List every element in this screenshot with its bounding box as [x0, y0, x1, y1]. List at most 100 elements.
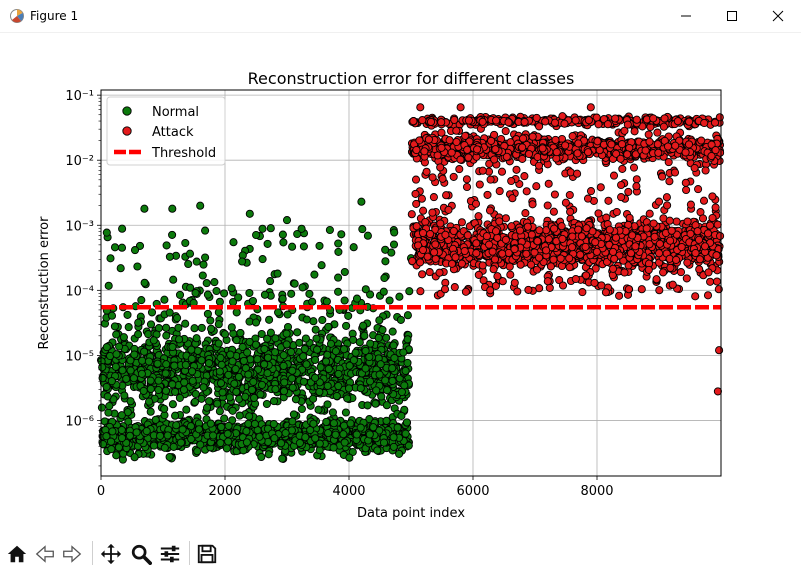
attack-point	[527, 260, 536, 269]
attack-point	[701, 166, 710, 175]
normal-point	[162, 241, 171, 250]
normal-point	[390, 228, 399, 237]
normal-point	[210, 278, 219, 287]
normal-point	[383, 386, 392, 395]
normal-point	[264, 450, 273, 459]
attack-point	[630, 127, 639, 136]
normal-point	[365, 352, 374, 362]
attack-point	[699, 196, 709, 205]
normal-point	[349, 335, 358, 344]
normal-point	[117, 433, 127, 443]
normal-point	[117, 425, 126, 435]
normal-point	[339, 345, 349, 354]
normal-point	[216, 379, 226, 388]
normal-point	[204, 359, 214, 368]
normal-point	[263, 369, 272, 378]
normal-point	[146, 320, 156, 329]
normal-point	[119, 333, 128, 342]
normal-point	[363, 231, 372, 240]
normal-point	[314, 405, 323, 414]
normal-point	[389, 341, 398, 350]
normal-point	[374, 333, 383, 342]
attack-point	[682, 274, 691, 283]
normal-point	[295, 438, 304, 448]
normal-point	[263, 437, 273, 446]
normal-point	[340, 267, 349, 277]
attack-point	[428, 173, 437, 182]
attack-point	[655, 286, 664, 295]
normal-point	[117, 243, 127, 252]
attack-point	[686, 200, 695, 209]
normal-point	[206, 419, 215, 428]
maximize-button[interactable]	[709, 0, 755, 32]
attack-point	[682, 185, 691, 195]
normal-point	[373, 446, 382, 455]
normal-point	[225, 393, 234, 402]
attack-point	[694, 185, 703, 194]
attack-point	[442, 191, 451, 200]
normal-point	[168, 400, 177, 409]
normal-point	[385, 296, 394, 305]
normal-point	[279, 238, 288, 247]
normal-point	[299, 352, 308, 361]
attack-point	[486, 175, 495, 184]
attack-point	[706, 277, 715, 286]
normal-point	[126, 397, 135, 406]
attack-point	[604, 196, 613, 205]
normal-point	[322, 417, 331, 426]
normal-point	[257, 452, 266, 462]
normal-point	[199, 260, 208, 269]
normal-point	[106, 254, 115, 263]
attack-point	[691, 292, 700, 301]
normal-point	[334, 381, 343, 391]
normal-point	[171, 411, 180, 420]
normal-point	[178, 425, 187, 434]
minimize-button[interactable]	[663, 0, 709, 32]
normal-point	[281, 428, 290, 438]
normal-point	[110, 322, 119, 331]
normal-point	[228, 406, 237, 415]
normal-point	[192, 257, 201, 266]
normal-point	[379, 438, 389, 447]
normal-point	[140, 204, 149, 213]
normal-point	[168, 230, 177, 239]
normal-point	[305, 289, 314, 298]
attack-point	[440, 285, 450, 294]
normal-point	[315, 446, 324, 455]
normal-point	[334, 247, 343, 256]
normal-point	[322, 357, 331, 366]
normal-point	[298, 283, 307, 292]
normal-point	[262, 399, 271, 409]
normal-point	[226, 350, 235, 359]
normal-point	[224, 421, 233, 430]
normal-point	[344, 311, 353, 320]
normal-point	[403, 335, 412, 344]
attack-point	[501, 127, 510, 136]
normal-point	[270, 348, 280, 357]
attack-point	[490, 255, 500, 264]
normal-point	[300, 344, 309, 354]
normal-point	[288, 242, 297, 251]
attack-point	[629, 163, 639, 172]
attack-point	[524, 285, 533, 294]
normal-point	[323, 400, 332, 409]
attack-point	[528, 200, 537, 209]
attack-point	[543, 201, 552, 210]
normal-point	[299, 377, 308, 386]
normal-point	[287, 374, 296, 383]
attack-point	[658, 172, 667, 181]
normal-point	[297, 224, 306, 233]
normal-point	[273, 269, 282, 278]
normal-point	[302, 360, 311, 369]
attack-point	[493, 272, 502, 281]
attack-point	[490, 155, 499, 164]
attack-point	[611, 114, 620, 123]
normal-point	[369, 423, 378, 432]
normal-point	[349, 243, 358, 252]
close-button[interactable]	[755, 0, 801, 32]
normal-point	[232, 308, 241, 317]
normal-point	[223, 429, 232, 438]
normal-point	[185, 249, 195, 258]
normal-point	[201, 253, 210, 262]
normal-point	[222, 444, 231, 453]
